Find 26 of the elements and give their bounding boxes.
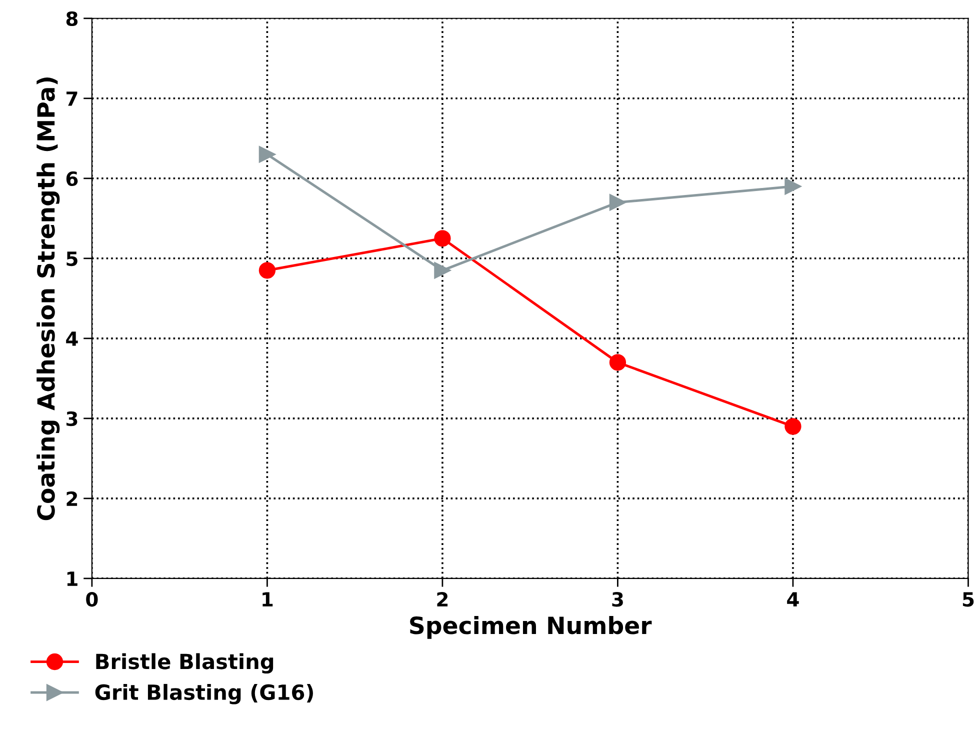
x-tick-label: 0 [86,592,98,607]
x-axis-title: Specimen Number [410,616,652,639]
legend-label: Grit Blasting (G16) [95,684,313,704]
y-tick-label: 4 [66,332,78,346]
point [784,418,802,435]
legend-label: Bristle Blasting [96,653,274,674]
point [609,354,626,371]
point [609,194,626,211]
x-tick-label: 4 [787,592,799,606]
y-tick-label: 5 [66,252,78,266]
y-tick-label: 3 [66,411,78,426]
y-axis-title: Coating Adhesion Strength (MPa) [36,78,60,520]
point [258,262,276,279]
x-tick-label: 3 [612,592,623,607]
y-tick-label: 7 [66,92,78,106]
point [784,178,802,195]
y-tick-label: 1 [67,572,78,586]
x-tick-label: 5 [962,592,974,607]
point [434,262,451,279]
y-tick-label: 8 [66,11,78,26]
y-tick-label: 6 [66,171,78,186]
x-tick-label: 1 [262,592,273,606]
point [434,230,451,247]
y-tick-label: 2 [66,491,78,506]
x-tick-label: 2 [437,592,448,606]
point [258,146,276,163]
